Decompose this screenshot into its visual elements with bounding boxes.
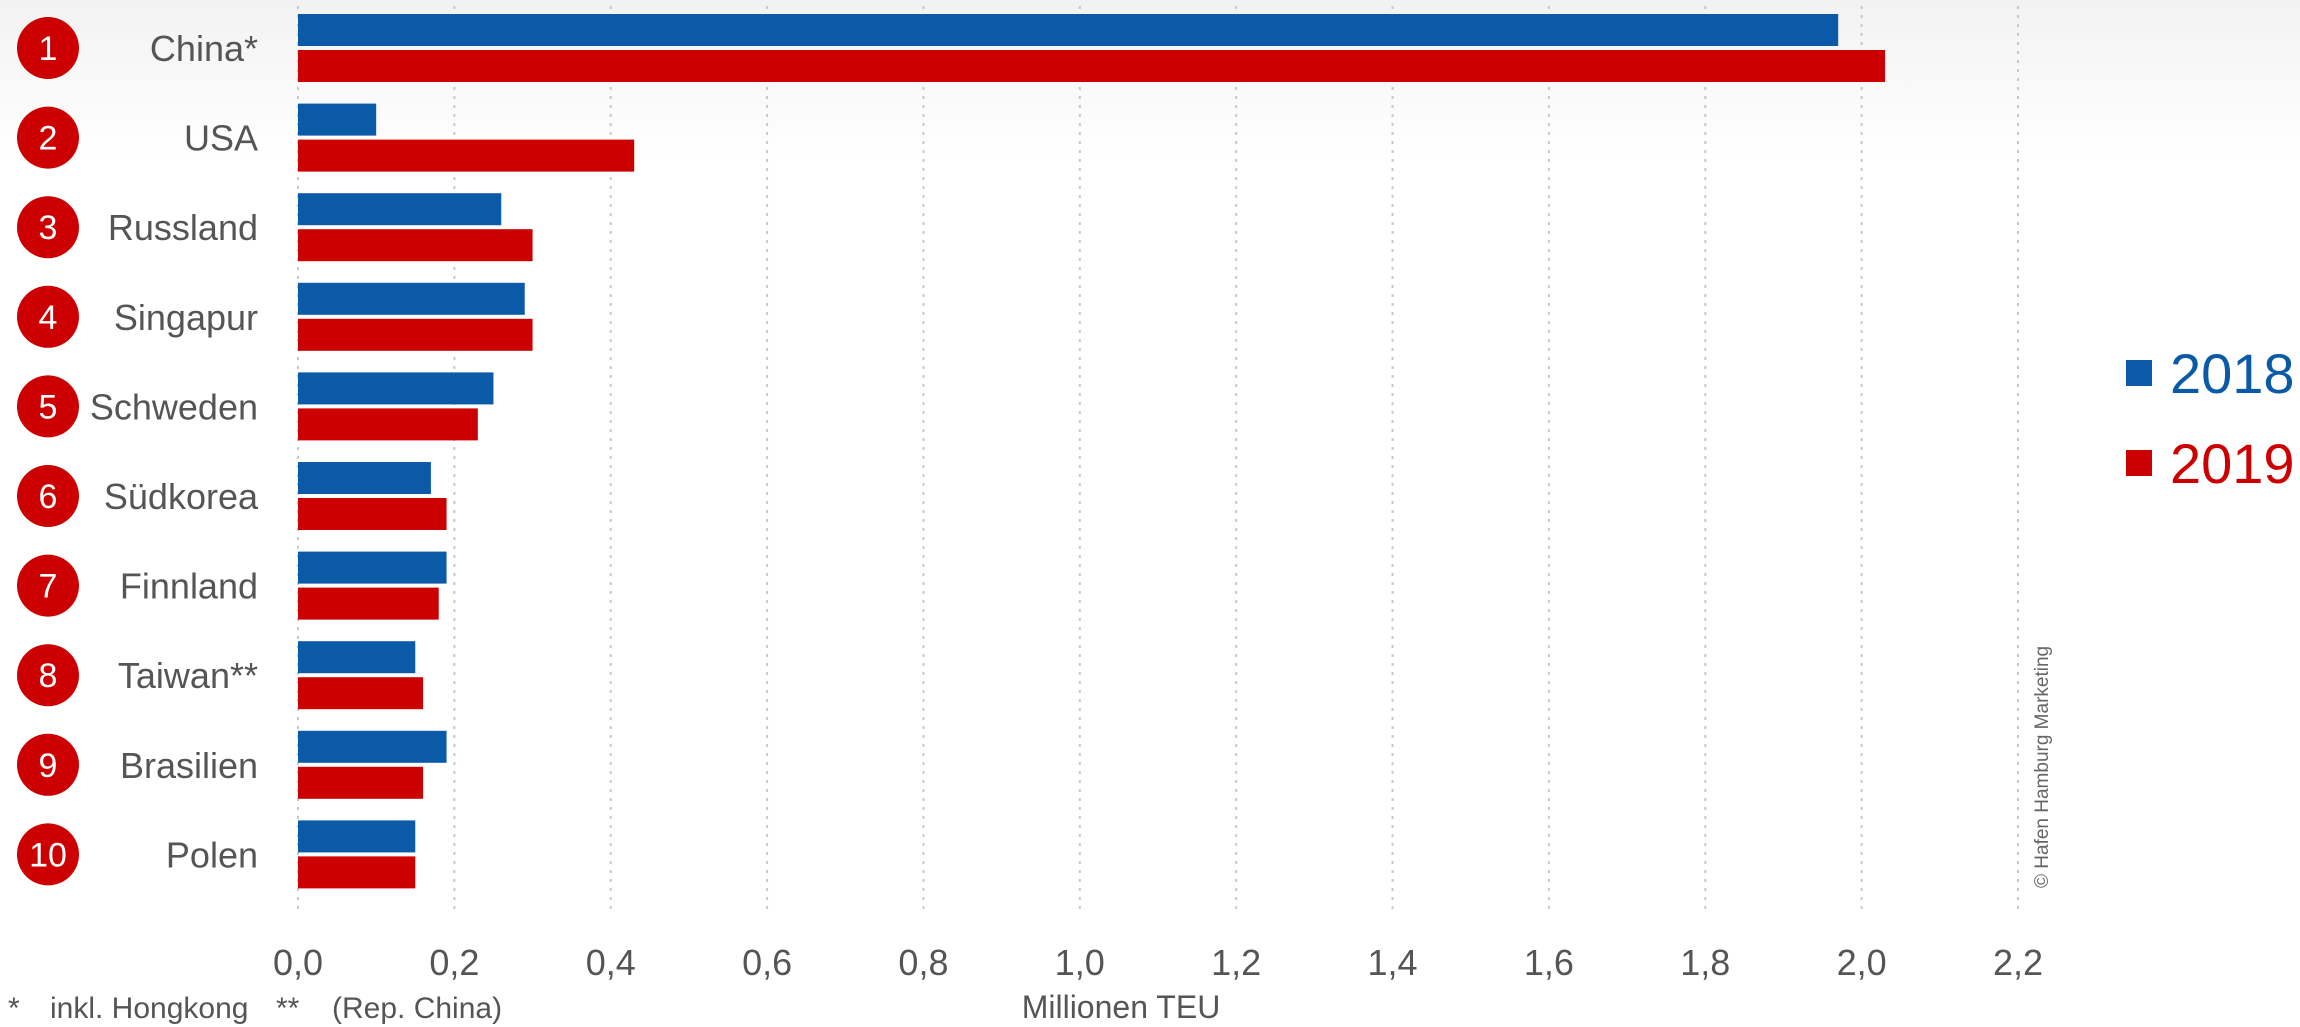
legend-label: 2018	[2170, 342, 2295, 405]
rank-badge: 10	[17, 823, 79, 886]
rank-number: 4	[39, 299, 58, 337]
rank-number: 6	[39, 478, 58, 516]
bar-2019	[298, 856, 416, 889]
x-tick-label: 2,2	[1993, 942, 2043, 983]
x-tick-label: 0,0	[273, 942, 323, 983]
gridlines	[297, 6, 2019, 910]
x-tick-label: 1,8	[1680, 942, 1730, 983]
x-tick-label: 0,4	[586, 942, 636, 983]
rank-badge-circle	[17, 554, 79, 617]
bar-2019	[298, 766, 424, 799]
legend-swatch-2019	[2126, 450, 2152, 476]
rank-badge-circle	[17, 465, 79, 527]
rank-badge: 2	[17, 106, 79, 169]
rank-badge: 6	[17, 465, 79, 527]
bar-2018	[298, 193, 502, 226]
rank-number: 1	[39, 30, 58, 68]
rank-badge: 8	[17, 644, 79, 707]
bar-2018	[298, 641, 416, 674]
legend: 2018 2019	[2126, 342, 2295, 495]
copyright-text: © Hafen Hamburg Marketing	[2032, 646, 2053, 888]
category-label: Südkorea	[104, 476, 259, 517]
x-tick-label: 1,6	[1524, 942, 1574, 983]
rank-number: 3	[39, 209, 58, 247]
bar-2019	[298, 50, 1886, 82]
bar-2019	[298, 587, 439, 620]
bar-2019	[298, 498, 447, 530]
footnote-text: inkl. Hongkong	[50, 992, 248, 1025]
x-tick-label: 1,2	[1211, 942, 1261, 983]
bar-2018	[298, 462, 431, 494]
footnote-text: (Rep. China)	[332, 992, 502, 1025]
category-label: Taiwan**	[118, 655, 258, 696]
bar-2019	[298, 229, 533, 262]
bar-2018	[298, 282, 525, 315]
rank-badge: 7	[17, 554, 79, 617]
rank-badge-circle	[17, 644, 79, 707]
rank-badge-circle	[17, 17, 79, 79]
rank-badge-circle	[17, 196, 79, 259]
rank-badge-circle	[17, 285, 79, 348]
rank-badge: 1	[17, 17, 79, 79]
bar-2019	[298, 677, 424, 710]
category-label: Finnland	[120, 566, 258, 607]
category-label: China*	[150, 28, 258, 69]
rank-number: 5	[39, 388, 58, 426]
legend-label: 2019	[2170, 432, 2295, 495]
x-tick-label: 0,8	[898, 942, 948, 983]
rank-badge-circle	[17, 106, 79, 169]
footnotes: * inkl. Hongkong ** (Rep. China)	[8, 992, 502, 1025]
bar-2018	[298, 103, 377, 136]
x-tick-label: 1,0	[1055, 942, 1105, 983]
footnote-mark: *	[8, 992, 20, 1025]
rank-badge-circle	[17, 375, 79, 438]
bars	[298, 14, 1886, 889]
rank-number: 2	[39, 120, 58, 158]
x-tick-label: 2,0	[1837, 942, 1887, 983]
rank-badge: 3	[17, 196, 79, 259]
rank-badge: 4	[17, 285, 79, 348]
bar-2018	[298, 372, 494, 405]
bar-2018	[298, 820, 416, 853]
category-label: Polen	[166, 834, 258, 875]
bar-2018	[298, 730, 447, 763]
x-tick-label: 1,4	[1368, 942, 1418, 983]
x-tick-label: 0,2	[429, 942, 479, 983]
rank-number: 9	[39, 747, 58, 785]
bar-2018	[298, 14, 1839, 46]
rank-badge: 5	[17, 375, 79, 438]
rank-number: 8	[39, 657, 58, 695]
category-label: Singapur	[114, 297, 258, 338]
bar-2019	[298, 318, 533, 351]
category-labels: China* USA Russland Singapur Schweden Südkore…	[90, 28, 259, 875]
category-label: USA	[184, 118, 258, 159]
rank-badge: 9	[17, 733, 79, 796]
category-label: Schweden	[90, 386, 258, 427]
rank-number: 10	[29, 836, 67, 874]
rank-badge-circle	[17, 733, 79, 796]
category-label: Russland	[108, 207, 258, 248]
bar-2019	[298, 139, 635, 172]
bar-2019	[298, 408, 478, 441]
x-axis-label: Millionen TEU	[1022, 989, 1221, 1025]
legend-swatch-2018	[2126, 360, 2152, 386]
x-tick-label: 0,6	[742, 942, 792, 983]
category-label: Brasilien	[120, 745, 258, 786]
bar-2018	[298, 551, 447, 584]
x-tick-labels: 0,0 0,2 0,4 0,6 0,8 1,0 1,2 1,4 1,6 1,8 2,0 2,2	[273, 942, 2043, 983]
rank-badges: 1 2 3 4 5 6 7 8 9 10	[17, 17, 79, 886]
footnote-mark: **	[276, 992, 300, 1025]
rank-badge-circle	[17, 823, 79, 886]
rank-number: 7	[39, 568, 58, 606]
